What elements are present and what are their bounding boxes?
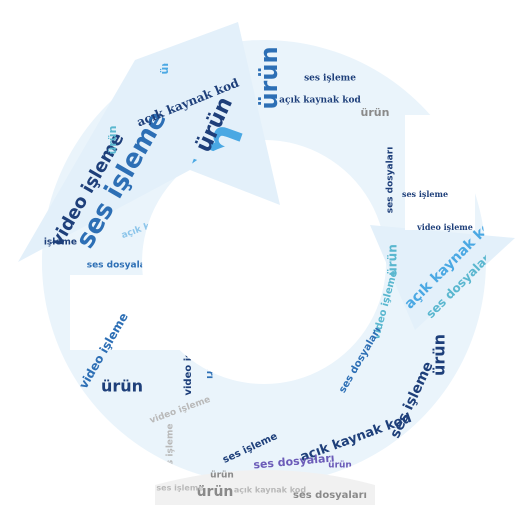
base-word: ürün [197, 484, 234, 500]
cloud-word: ürün [255, 46, 283, 109]
cloud-word: ürün [106, 126, 119, 155]
cloud-word: ses işleme [166, 423, 176, 476]
cloud-word: ürün [430, 334, 449, 376]
right-cutout [405, 115, 475, 230]
base-word: açık kaynak kod [234, 486, 306, 495]
cloud-word: ürün [101, 377, 143, 396]
cloud-word: açık kaynak kod [354, 468, 426, 477]
base-shape [155, 470, 375, 505]
cloud-word: video işleme [13, 238, 77, 248]
cloud-word: ses dosyaları [204, 305, 215, 379]
cloud-word: ses dosyaları [386, 147, 396, 214]
cloud-word: ses işleme [304, 74, 356, 84]
cloud-word: ürün [328, 461, 352, 471]
cloud-word: açık kaynak kod [279, 96, 361, 106]
cloud-word: ürün [202, 269, 216, 301]
cloud-word: ürün [361, 106, 390, 119]
cloud-word: ses işleme [402, 189, 448, 199]
cloud-word: video işleme [416, 222, 473, 232]
base-word: ses işleme [156, 484, 204, 493]
base-word: ses dosyaları [293, 490, 367, 501]
cloud-word: ürün [386, 244, 400, 276]
cloud-word: ürün [210, 471, 234, 481]
cloud-word: ses dosyaları [87, 261, 154, 271]
arrowhead-upper-left [18, 22, 280, 262]
arrowhead-lower-right [370, 225, 515, 330]
left-cutout [70, 275, 185, 350]
cloud-word: video işleme [183, 324, 194, 395]
